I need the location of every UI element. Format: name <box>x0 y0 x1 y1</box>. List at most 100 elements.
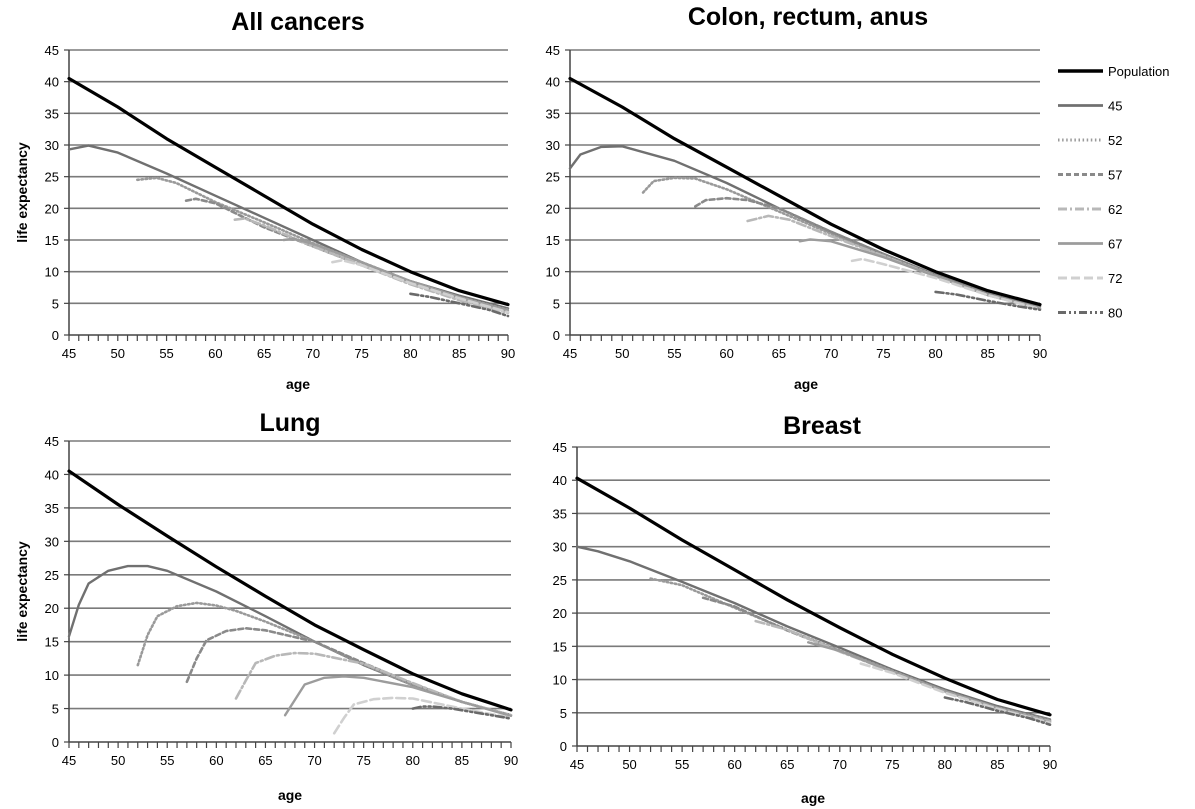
x-tick-label: 90 <box>501 346 515 361</box>
x-tick-label: 80 <box>406 753 420 768</box>
x-tick-label: 65 <box>257 346 271 361</box>
y-axis-label: life expectancy <box>14 541 30 642</box>
y-tick-label: 10 <box>546 265 560 280</box>
x-tick-label: 65 <box>780 757 794 772</box>
y-tick-label: 30 <box>546 138 560 153</box>
x-tick-label: 85 <box>452 346 466 361</box>
y-tick-label: 30 <box>45 534 59 549</box>
legend-item-52: 52 <box>1058 133 1122 148</box>
series-line-72 <box>859 662 1052 725</box>
x-tick-label: 50 <box>622 757 636 772</box>
series-line-72 <box>850 257 1042 311</box>
x-tick-label: 70 <box>307 753 321 768</box>
series-line-62 <box>234 651 513 717</box>
x-tick-label: 55 <box>159 346 173 361</box>
y-tick-label: 0 <box>52 735 59 750</box>
x-tick-label: 80 <box>938 757 952 772</box>
x-tick-label: 90 <box>504 753 518 768</box>
x-tick-label: 85 <box>455 753 469 768</box>
y-tick-label: 5 <box>560 706 567 721</box>
x-axis-label: age <box>794 376 818 392</box>
series-line-80 <box>411 705 513 720</box>
series-line-population <box>67 469 513 712</box>
y-tick-label: 40 <box>45 467 59 482</box>
y-tick-label: 15 <box>546 233 560 248</box>
chart-panel-colon-rectum-anus: Colon, rectum, anus 0 5 10 15 20 25 30 35 40 45 45 5… <box>546 3 1048 392</box>
x-axis-label: age <box>286 376 310 392</box>
y-tick-label: 20 <box>553 606 567 621</box>
legend-label: 62 <box>1108 202 1122 217</box>
x-tick-label: 45 <box>62 346 76 361</box>
x-tick-label: 70 <box>833 757 847 772</box>
chart-panel-lung: Lung 0 5 10 15 20 25 30 35 40 45 45 50 55 60 65 70 75 80 85… <box>14 409 518 803</box>
y-tick-label: 0 <box>553 328 560 343</box>
x-tick-label: 60 <box>208 346 222 361</box>
y-tick-label: 5 <box>553 296 560 311</box>
series-line-population <box>575 476 1052 717</box>
y-tick-label: 15 <box>45 233 59 248</box>
y-tick-label: 35 <box>45 501 59 516</box>
legend-item-45: 45 <box>1058 99 1122 114</box>
y-tick-label: 35 <box>553 506 567 521</box>
chart-title: Breast <box>783 412 861 440</box>
x-tick-label: 60 <box>727 757 741 772</box>
chart-panel-all-cancers: All cancers 0 5 10 15 20 25 30 35 40 45 45 50 55 60 65 7… <box>14 8 515 392</box>
y-tick-label: 35 <box>45 106 59 121</box>
y-tick-label: 40 <box>45 75 59 90</box>
x-tick-label: 70 <box>306 346 320 361</box>
legend-label: 67 <box>1108 237 1122 252</box>
y-tick-label: 30 <box>553 540 567 555</box>
series-line-80 <box>934 290 1042 312</box>
series-line-67 <box>798 238 1042 310</box>
series-line-62 <box>233 217 510 315</box>
x-tick-label: 50 <box>615 346 629 361</box>
series-line-45 <box>67 564 513 717</box>
y-tick-label: 25 <box>45 170 59 185</box>
y-tick-label: 10 <box>553 673 567 688</box>
y-tick-label: 45 <box>45 43 59 58</box>
y-tick-label: 10 <box>45 668 59 683</box>
y-axis-label: life expectancy <box>14 142 30 243</box>
series-line-62 <box>754 619 1052 723</box>
x-tick-label: 50 <box>111 346 125 361</box>
x-tick-label: 80 <box>403 346 417 361</box>
legend-label: 80 <box>1108 306 1122 321</box>
series-line-57 <box>701 596 1052 723</box>
y-tick-label: 40 <box>546 75 560 90</box>
legend-item-72: 72 <box>1058 271 1122 286</box>
legend-item-62: 62 <box>1058 202 1122 217</box>
legend-label: 72 <box>1108 271 1122 286</box>
y-tick-label: 10 <box>45 265 59 280</box>
legend-item-67: 67 <box>1058 237 1122 252</box>
series-line-population <box>568 76 1042 307</box>
x-tick-label: 80 <box>928 346 942 361</box>
legend-label: 45 <box>1108 99 1122 114</box>
series-line-67 <box>283 675 513 718</box>
legend-label: 52 <box>1108 133 1122 148</box>
y-tick-label: 35 <box>546 106 560 121</box>
y-tick-label: 45 <box>553 440 567 455</box>
x-tick-label: 55 <box>667 346 681 361</box>
series-line-45 <box>575 545 1052 721</box>
series-line-80 <box>943 696 1052 727</box>
y-tick-label: 20 <box>546 201 560 216</box>
x-axis-label: age <box>278 787 302 803</box>
series-line-72 <box>332 696 513 735</box>
y-tick-label: 45 <box>546 43 560 58</box>
y-tick-label: 30 <box>45 138 59 153</box>
chart-panel-breast: Breast 0 5 10 15 20 25 30 35 40 45 45 50 55 60 65 70 75 80… <box>553 412 1058 806</box>
x-tick-label: 45 <box>570 757 584 772</box>
y-tick-label: 20 <box>45 201 59 216</box>
legend: Population 45 52 57 62 67 72 80 <box>1058 64 1169 321</box>
x-tick-label: 85 <box>990 757 1004 772</box>
chart-title: Colon, rectum, anus <box>688 3 928 31</box>
chart-title: Lung <box>259 409 320 437</box>
y-tick-label: 0 <box>560 739 567 754</box>
x-tick-label: 65 <box>772 346 786 361</box>
y-tick-label: 15 <box>45 635 59 650</box>
x-tick-label: 45 <box>62 753 76 768</box>
y-tick-label: 20 <box>45 601 59 616</box>
x-tick-label: 65 <box>258 753 272 768</box>
x-tick-label: 75 <box>876 346 890 361</box>
x-tick-label: 55 <box>675 757 689 772</box>
